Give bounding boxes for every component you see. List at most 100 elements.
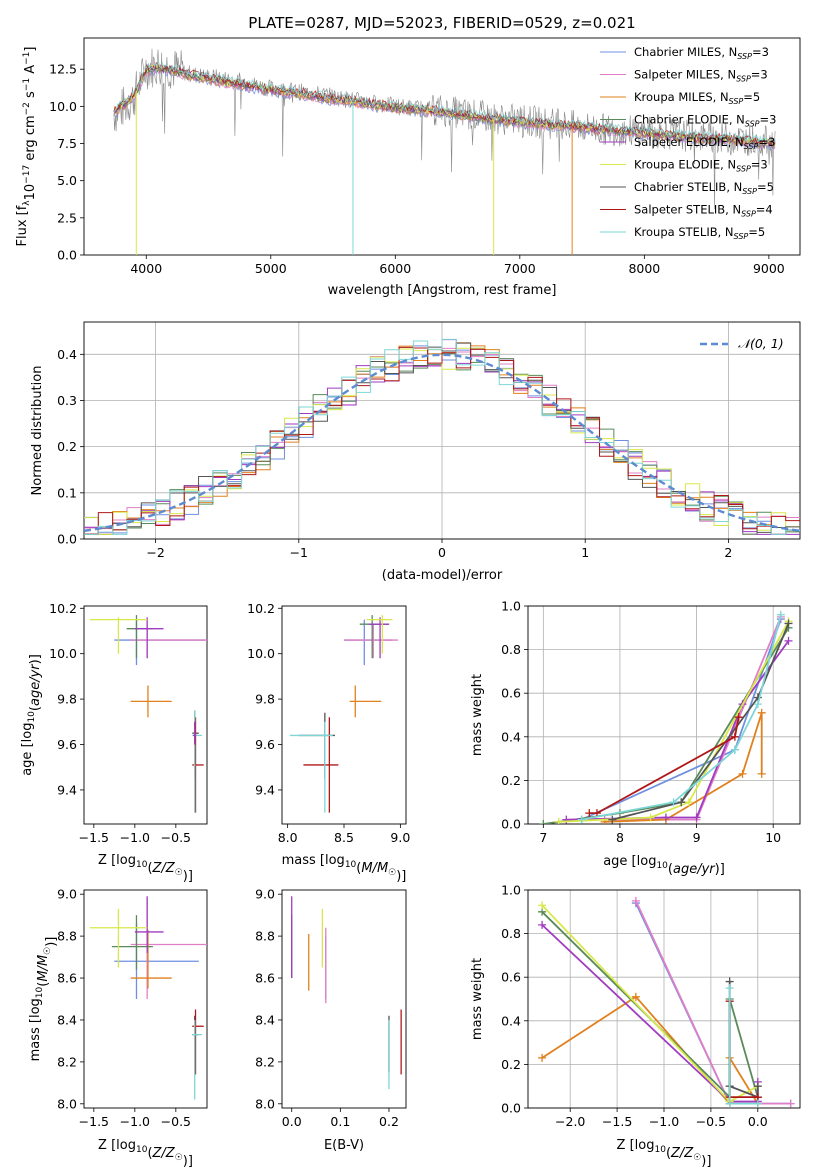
- plot-frame: [281, 889, 407, 1109]
- weight-line: [604, 616, 782, 821]
- y-tick-label: 10.0: [49, 99, 77, 114]
- weight-marker: [753, 1082, 762, 1091]
- y-tick-label: 8.0: [57, 1096, 77, 1111]
- x-tick-label: −1.5: [79, 830, 109, 845]
- x-tick-label: 8: [616, 830, 624, 845]
- x-tick-label: 0.0: [748, 1114, 768, 1129]
- chart-age-vs-mass: 8.0 8.5 9.0 9.4 9.6 9.8 10.0 10.2 mass [log10(M/…: [247, 601, 410, 884]
- y-tick-label: 1.0: [501, 883, 521, 898]
- weight-marker: [669, 798, 678, 807]
- weight-line: [635, 900, 791, 1105]
- y-axis-label: Normed distribution: [30, 366, 45, 496]
- weight-marker: [784, 619, 793, 628]
- x-tick-label: 9000: [753, 261, 785, 276]
- weight-marker: [646, 813, 655, 822]
- weight-line: [635, 902, 791, 1105]
- histogram-step: [84, 339, 800, 535]
- plot-area: [89, 896, 207, 1100]
- chart-mass-vs-ebv: 0.0 0.1 0.2 8.0 8.2 8.4 8.6 8.8 9.0 E(B-V): [255, 887, 407, 1153]
- y-tick-label: 9.4: [57, 782, 77, 797]
- y-tick-label: 0.4: [501, 1013, 521, 1028]
- y-tick-label: 8.8: [57, 929, 77, 944]
- panels: 4000 5000 6000 7000 8000 90000.02.55.07.510.0…: [15, 37, 801, 1169]
- gaussian-curve: [84, 353, 800, 533]
- x-tick-label: 1: [581, 545, 589, 560]
- chart-weight-vs-z: −2.0 −1.5 −1.0 −0.5 0.0 0.0 0.2 0.4 0.6 0.8 1.0 Z […: [470, 883, 801, 1169]
- weight-marker: [757, 708, 766, 717]
- chart-mass-vs-z: −1.5 −1.0 −0.5 8.0 8.2 8.4 8.6 8.8 9.0 Z [log10(Z…: [28, 887, 208, 1169]
- chart-spectrum: 4000 5000 6000 7000 8000 9000 0.0 2.5 5.0 7.5 10.0…: [15, 37, 801, 298]
- x-tick-label: −1.5: [79, 1114, 109, 1129]
- x-tick-label: −1.0: [120, 1114, 150, 1129]
- y-tick-label: 0.8: [501, 642, 521, 657]
- x-tick-label: −2.0: [555, 1114, 585, 1129]
- weight-marker: [538, 920, 547, 929]
- weight-marker: [539, 820, 548, 824]
- y-tick-label: 0.2: [501, 773, 521, 788]
- weight-line: [581, 614, 782, 821]
- legend-label: Chabrier STELIB, NSSP=5: [634, 180, 774, 196]
- legend-label: Kroupa MILES, NSSP=5: [634, 90, 760, 106]
- weight-marker: [753, 700, 762, 709]
- legend-label: 𝒩(0, 1): [738, 336, 784, 351]
- weight-marker: [734, 713, 743, 722]
- y-tick-label: 10.2: [247, 601, 275, 616]
- x-tick-label: 4000: [130, 261, 162, 276]
- weight-marker: [631, 896, 640, 905]
- x-tick-label: 5000: [255, 261, 287, 276]
- plot-area: [113, 48, 776, 255]
- x-tick-label: 2: [724, 545, 732, 560]
- weight-marker: [776, 610, 785, 619]
- y-axis-label: mass [log10(M/M☉)]: [28, 937, 59, 1062]
- plot-frame: [83, 889, 208, 1109]
- weight-marker: [730, 732, 739, 741]
- x-tick-label: 6000: [379, 261, 411, 276]
- x-tick-label: 8000: [628, 261, 660, 276]
- x-tick-label: 10: [765, 830, 781, 845]
- y-tick-label: 0.2: [501, 1057, 521, 1072]
- legend-label: Salpeter STELIB, NSSP=4: [634, 203, 773, 219]
- histogram-step: [84, 338, 800, 535]
- x-tick-label: 0.0: [282, 1114, 302, 1129]
- y-tick-label: 8.6: [57, 971, 77, 986]
- y-tick-label: 9.6: [255, 737, 275, 752]
- x-tick-label: 0: [438, 545, 446, 560]
- weight-marker: [661, 813, 670, 822]
- weight-line: [566, 640, 790, 821]
- weight-marker: [538, 901, 547, 910]
- x-axis-label: mass [log10(M/M☉)]: [282, 853, 407, 884]
- weight-marker: [786, 1099, 795, 1108]
- x-axis-label: Z [log10(Z/Z☉)]: [98, 1138, 193, 1169]
- legend-label: Kroupa STELIB, NSSP=5: [634, 225, 765, 241]
- plot-area: [538, 896, 795, 1108]
- y-tick-label: 9.0: [255, 887, 275, 902]
- y-tick-label: 0.3: [57, 393, 77, 408]
- x-axis-label: Z [log10(Z/Z☉)]: [617, 1138, 712, 1169]
- x-axis-label: Z [log10(Z/Z☉)]: [98, 853, 193, 884]
- x-tick-label: −1.0: [120, 830, 150, 845]
- y-tick-label: 8.8: [255, 929, 275, 944]
- x-tick-label: 8.5: [334, 830, 354, 845]
- x-tick-label: −0.5: [161, 830, 191, 845]
- weight-marker: [725, 984, 734, 993]
- legend-label: Kroupa ELODIE, NSSP=3: [634, 158, 768, 174]
- x-tick-label: −1.5: [602, 1114, 632, 1129]
- y-tick-label: 0.0: [57, 532, 77, 547]
- plot-frame: [83, 605, 208, 825]
- weight-marker: [631, 992, 640, 1001]
- weight-line: [543, 627, 790, 824]
- legend-label: Salpeter MILES, NSSP=3: [634, 68, 768, 84]
- chart-age-vs-z: −1.5 −1.0 −0.5 9.4 9.6 9.8 10.0 10.2 Z [log10(Z/…: [20, 601, 208, 884]
- x-axis-label: (data-model)/error: [382, 568, 503, 583]
- y-tick-label: 9.6: [57, 737, 77, 752]
- figure-title: PLATE=0287, MJD=52023, FIBERID=0529, z=0…: [248, 14, 635, 32]
- y-tick-label: 0.4: [501, 729, 521, 744]
- y-tick-label: 2.5: [57, 210, 77, 225]
- weight-marker: [784, 636, 793, 645]
- legend-label: Chabrier MILES, NSSP=3: [634, 45, 769, 61]
- y-tick-label: 0.4: [57, 347, 77, 362]
- plot-frame: [281, 605, 407, 825]
- y-tick-label: 0.0: [57, 248, 77, 263]
- x-tick-label: 7: [539, 830, 547, 845]
